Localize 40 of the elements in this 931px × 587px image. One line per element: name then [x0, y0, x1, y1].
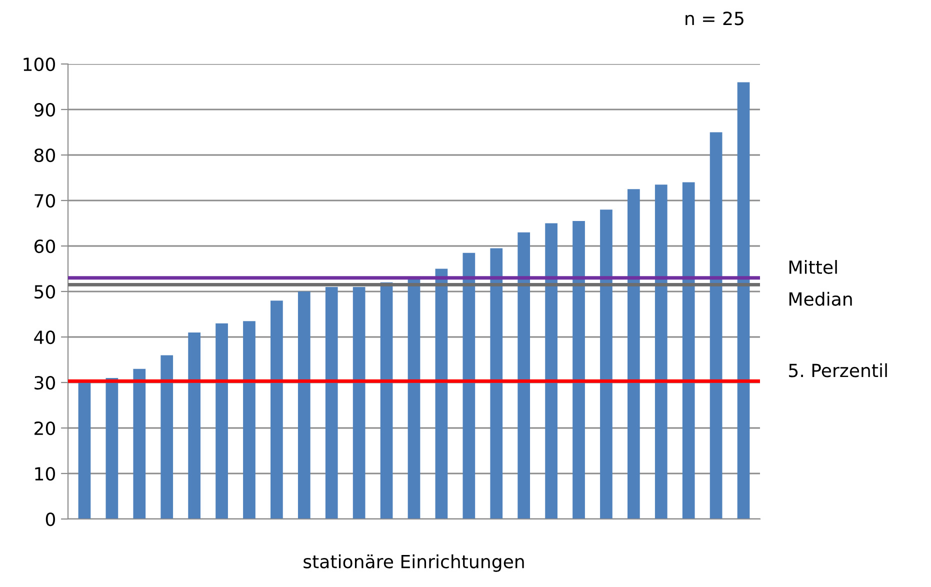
ref-line-label: Mittel	[789, 260, 837, 274]
bar	[325, 286, 338, 519]
bar	[462, 252, 476, 519]
bar	[216, 323, 228, 519]
bar	[682, 182, 695, 519]
y-tick-label: 90	[34, 102, 55, 117]
bar	[600, 210, 612, 519]
bar	[160, 355, 174, 519]
bar	[270, 300, 283, 519]
y-tick-label: 60	[34, 239, 55, 254]
bar	[545, 223, 558, 519]
bar	[518, 232, 530, 519]
bar	[435, 268, 448, 519]
bar	[490, 248, 503, 519]
y-tick-label: 0	[46, 512, 55, 526]
bar	[710, 132, 722, 519]
bar	[188, 332, 200, 519]
bar	[133, 368, 146, 519]
y-tick-label: 70	[34, 194, 55, 208]
y-tick-label: 10	[35, 466, 55, 481]
bar	[408, 278, 420, 519]
y-tick-label: 80	[34, 148, 55, 162]
y-tick-label: 50	[34, 284, 55, 299]
bar	[380, 282, 393, 519]
y-tick-label: 100	[24, 57, 55, 72]
y-tick-label: 40	[34, 330, 55, 344]
bar	[352, 286, 366, 519]
ref-line-label: Median	[789, 292, 852, 306]
bar	[298, 292, 310, 519]
bar	[572, 220, 585, 519]
bar	[106, 378, 118, 519]
ref-line-label: 5. Perzentil	[789, 363, 887, 378]
bar	[243, 321, 256, 519]
y-tick-label: 30	[34, 376, 55, 390]
x-axis-title: stationäre Einrichtungen	[304, 554, 524, 572]
bar	[628, 189, 640, 519]
y-tick-label: 20	[34, 421, 55, 436]
bar	[654, 184, 668, 519]
text: n = 25	[686, 12, 744, 26]
bar	[737, 82, 750, 519]
